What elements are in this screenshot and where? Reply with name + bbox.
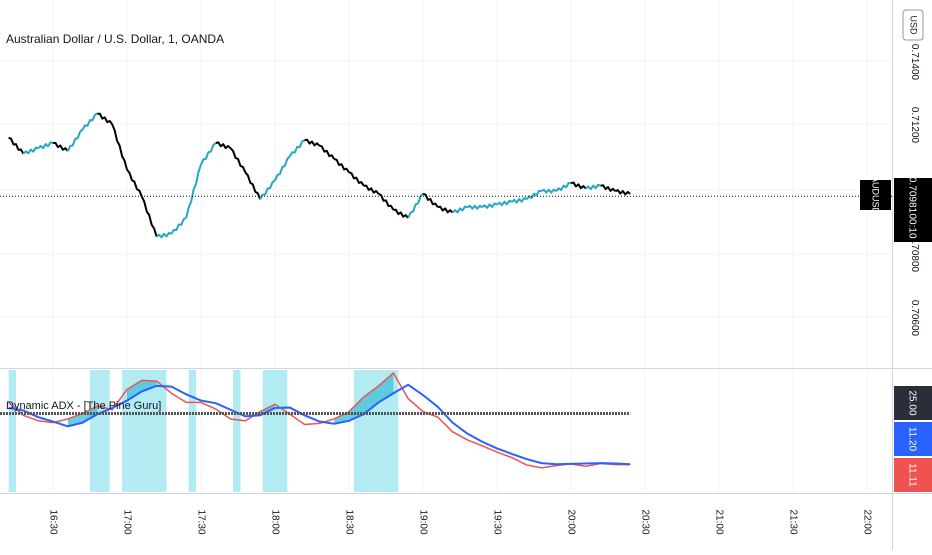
- time-tick-label: 18:00: [269, 509, 280, 534]
- countdown-value: 00:10: [906, 213, 917, 238]
- symbol-tag[interactable]: AUDUSD: [860, 176, 891, 215]
- price-segment: [319, 144, 336, 160]
- indicator-value-threshold-text: 25.00: [906, 390, 917, 415]
- y-tick-label: 0.70800: [909, 236, 920, 273]
- indicator-value-red-text: 11.11: [906, 463, 917, 487]
- price-segment: [52, 141, 69, 152]
- price-segment: [8, 136, 25, 155]
- time-tick-label: 20:30: [639, 509, 650, 534]
- price-segment: [111, 123, 128, 171]
- indicator-value-red: 11.11: [894, 458, 932, 492]
- last-price-label: 0.70981 00:10: [894, 177, 932, 242]
- indicator-fill-segment: [363, 385, 379, 415]
- y-tick-label: 0.71200: [909, 107, 920, 144]
- price-segment: [393, 208, 409, 219]
- price-segment: [200, 142, 217, 165]
- shaded-period-band: [233, 370, 241, 492]
- time-tick-label: 20:00: [565, 509, 576, 534]
- price-segment: [348, 171, 365, 187]
- price-segment: [333, 158, 350, 173]
- time-tick-label: 22:00: [861, 509, 872, 534]
- time-tick-label: 19:30: [491, 509, 502, 534]
- price-segment: [555, 181, 572, 192]
- price-segment: [288, 139, 306, 157]
- time-tick-label: 21:00: [713, 509, 724, 534]
- shaded-period-band: [8, 370, 16, 492]
- price-segment: [525, 190, 542, 200]
- indicator-fill-segment: [127, 380, 142, 401]
- time-tick-label: 21:30: [787, 509, 798, 534]
- price-segment: [81, 112, 98, 131]
- price-segment: [540, 188, 557, 194]
- price-segment: [481, 202, 498, 209]
- price-segment: [97, 112, 113, 125]
- currency-badge[interactable]: USD: [902, 9, 924, 41]
- price-segment: [274, 155, 291, 181]
- y-tick-label: 0.71400: [909, 44, 920, 81]
- price-segment: [215, 141, 232, 150]
- price-series[interactable]: [8, 112, 631, 239]
- price-segment: [244, 171, 262, 200]
- indicator-red-line: [8, 371, 631, 469]
- price-segment: [585, 183, 601, 191]
- price-segment: [422, 192, 439, 208]
- price-segment: [615, 189, 631, 196]
- symbol-tag-label: AUDUSD: [871, 176, 881, 215]
- price-segment: [407, 193, 424, 219]
- price-segment: [22, 146, 39, 155]
- indicator-fill-segment: [141, 380, 157, 392]
- price-segment: [437, 205, 454, 214]
- price-segment: [570, 181, 587, 190]
- last-price-value: 0.70981: [906, 177, 917, 214]
- shaded-period-band: [262, 370, 288, 492]
- shaded-period-band: [90, 370, 110, 492]
- price-segment: [451, 205, 468, 214]
- price-segment: [155, 231, 172, 239]
- price-segment: [66, 128, 84, 152]
- price-segment: [511, 197, 527, 204]
- price-segment: [363, 184, 380, 195]
- price-segment: [304, 138, 321, 147]
- y-tick-label: 0.70600: [909, 300, 920, 337]
- indicator-series[interactable]: [0, 371, 631, 469]
- price-segment: [259, 179, 276, 200]
- indicator-value-blue-text: 11.20: [906, 427, 917, 452]
- price-segment: [185, 164, 202, 219]
- time-tick-label: 19:00: [417, 509, 428, 534]
- price-segment: [126, 169, 143, 197]
- time-tick-label: 18:30: [343, 509, 354, 534]
- time-tick-label: 16:30: [47, 509, 58, 534]
- background-bands: [8, 370, 399, 492]
- time-axis[interactable]: 16:30 17:00 17:30 18:00 18:30 19:00 19:30 20:00…: [47, 509, 872, 534]
- indicator-blue-line: [8, 383, 631, 466]
- price-segment: [140, 196, 158, 237]
- time-tick-label: 17:00: [121, 509, 132, 534]
- price-segment: [170, 217, 187, 235]
- price-segment: [496, 199, 513, 207]
- shaded-period-band: [188, 370, 197, 492]
- symbol-title[interactable]: Australian Dollar / U.S. Dollar, 1, OAND…: [6, 32, 224, 46]
- time-tick-label: 17:30: [195, 509, 206, 534]
- indicator-title[interactable]: Dynamic ADX - [The Pine Guru]: [6, 400, 161, 412]
- price-segment: [600, 184, 617, 192]
- indicator-value-blue: 11.20: [894, 422, 932, 456]
- price-segment: [378, 192, 395, 211]
- price-segment: [37, 141, 54, 150]
- price-segment: [229, 147, 247, 173]
- indicator-value-threshold: 25.00: [894, 386, 932, 420]
- price-segment: [466, 204, 483, 210]
- currency-badge-label: USD: [909, 15, 919, 35]
